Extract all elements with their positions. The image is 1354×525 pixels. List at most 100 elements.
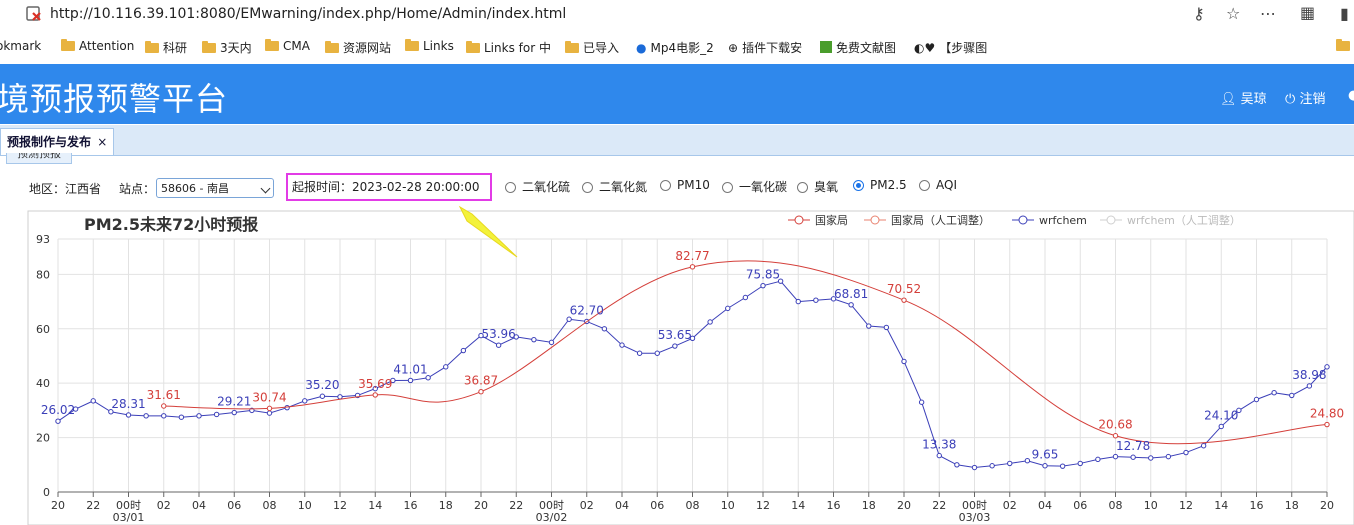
radio-o3[interactable]: 臭氧: [797, 178, 838, 195]
bookmark-item[interactable]: 3天内: [202, 39, 252, 56]
radio-icon: [919, 180, 930, 191]
y-tick-label: 0: [43, 486, 50, 499]
series-line-national: [163, 260, 1328, 445]
region-value: 江西省: [65, 182, 102, 196]
data-point: [707, 319, 713, 325]
data-point: [143, 413, 149, 419]
bookmark-folder-overflow[interactable]: [1336, 39, 1354, 53]
app-header: 境预报预警平台 👤︎ 吴琼 ⏻ 注销 ●: [0, 64, 1354, 124]
y-tick-label: 20: [36, 432, 50, 445]
bookmark-item[interactable]: 科研: [145, 39, 187, 56]
start-time-field[interactable]: 起报时间：2023-02-28 20:00:00: [286, 173, 492, 201]
data-point: [848, 302, 854, 308]
x-tick-label: 02: [1003, 499, 1017, 512]
bookmark-item[interactable]: Attention: [61, 39, 134, 53]
x-tick-label: 10: [1144, 499, 1158, 512]
bookmark-item[interactable]: CMA: [265, 39, 310, 53]
annotation-arrow: [458, 205, 518, 258]
radio-icon: [582, 182, 593, 193]
chart-series: [55, 260, 1330, 471]
data-point: [531, 336, 537, 343]
bookmark-item[interactable]: okmark: [0, 39, 42, 53]
chart-frame: [27, 210, 1354, 525]
bookmark-item[interactable]: Links for 中: [466, 39, 551, 56]
legend-marker: [1106, 215, 1116, 225]
apps-icon[interactable]: ▦: [1300, 3, 1316, 22]
bookmark-item[interactable]: 已导入: [565, 39, 619, 56]
data-point: [1324, 364, 1330, 370]
data-label: 12.78: [1116, 439, 1150, 453]
app-icon: [820, 41, 832, 53]
data-point: [55, 418, 61, 424]
radio-so2[interactable]: 二氧化硫: [505, 178, 570, 195]
data-label: 70.52: [887, 282, 921, 296]
data-label: 28.31: [111, 397, 145, 411]
bookmarks-bar: okmark Attention 科研 3天内 CMA 资源网站 Links L…: [0, 33, 1354, 61]
data-point: [1324, 421, 1330, 428]
date-label: 03/03: [959, 511, 991, 524]
data-label: 24.10: [1204, 408, 1238, 422]
data-point: [90, 398, 96, 404]
folder-icon: [1336, 39, 1350, 51]
folder-icon: [565, 41, 579, 53]
x-tick-label: 10: [721, 499, 735, 512]
data-point: [795, 298, 801, 305]
logout-link[interactable]: ⏻ 注销: [1285, 92, 1326, 107]
bookmark-item[interactable]: Links: [405, 39, 454, 53]
subtab-forecast[interactable]: 预测预报: [6, 153, 72, 164]
data-point: [1236, 407, 1242, 414]
date-label: 03/01: [113, 511, 145, 524]
x-tick-label: 20: [474, 499, 488, 512]
x-tick-label: 06: [227, 499, 241, 512]
data-point: [901, 297, 907, 303]
menu-icon[interactable]: ▮: [1340, 4, 1349, 23]
chart-grid: [57, 238, 1328, 493]
y-tick-label: 80: [36, 268, 50, 281]
start-time-label: 起报时间：: [292, 180, 353, 194]
close-tab-icon[interactable]: ×: [97, 135, 108, 149]
bookmark-item[interactable]: 资源网站: [325, 39, 391, 56]
legend-entry: 国家局（人工调整）: [891, 213, 990, 227]
radio-icon: [505, 182, 516, 193]
station-label: 站点：: [119, 182, 156, 196]
key-icon[interactable]: ⚷: [1193, 4, 1205, 23]
data-point: [1289, 392, 1295, 399]
more-icon[interactable]: ⋯: [1260, 4, 1276, 23]
user-icon: 👤︎: [1220, 92, 1237, 107]
more-header-icon[interactable]: ●: [1348, 88, 1354, 103]
data-point: [372, 385, 378, 392]
bookmark-item[interactable]: ◐♥ 【步骤图: [914, 41, 988, 55]
radio-pm25[interactable]: PM2.5: [853, 178, 907, 192]
globe-icon: ●: [636, 41, 647, 55]
x-tick-label: 06: [650, 499, 664, 512]
user-link[interactable]: 👤︎ 吴琼: [1220, 92, 1267, 107]
url-text[interactable]: http://10.116.39.101:8080/EMwarning/inde…: [50, 6, 567, 22]
not-secure-icon[interactable]: [26, 6, 42, 22]
data-point: [1165, 453, 1172, 460]
station-select[interactable]: 58606 - 南昌: [156, 178, 274, 198]
data-point: [425, 375, 431, 381]
browser-address-bar: http://10.116.39.101:8080/EMwarning/inde…: [0, 0, 1354, 30]
radio-no2[interactable]: 二氧化氮: [582, 178, 647, 195]
radio-pm10[interactable]: PM10: [660, 178, 710, 192]
x-tick-label: 22: [86, 499, 100, 512]
x-tick-label: 18: [862, 499, 876, 512]
data-label: 30.74: [252, 390, 286, 404]
x-tick-label: 08: [263, 499, 277, 512]
data-point: [1007, 460, 1013, 467]
legend-entry: 国家局: [815, 213, 848, 227]
bookmark-item[interactable]: ⊕ 插件下载安: [728, 41, 803, 55]
x-tick-label: 08: [686, 499, 700, 512]
radio-co[interactable]: 一氧化碳: [722, 178, 787, 195]
bookmark-item[interactable]: 免费文献图: [820, 39, 896, 56]
folder-icon: [61, 39, 75, 51]
data-label: 38.98: [1292, 368, 1326, 382]
tab-forecast-publish[interactable]: 预报制作与发布 ×: [0, 128, 115, 155]
star-icon[interactable]: ☆: [1226, 4, 1241, 23]
region-label: 地区：江西省: [29, 182, 102, 196]
data-point: [1148, 455, 1154, 461]
radio-aqi[interactable]: AQI: [919, 178, 957, 192]
bookmark-item[interactable]: ● Mp4电影_2: [636, 41, 714, 55]
data-label: 13.38: [922, 438, 956, 452]
